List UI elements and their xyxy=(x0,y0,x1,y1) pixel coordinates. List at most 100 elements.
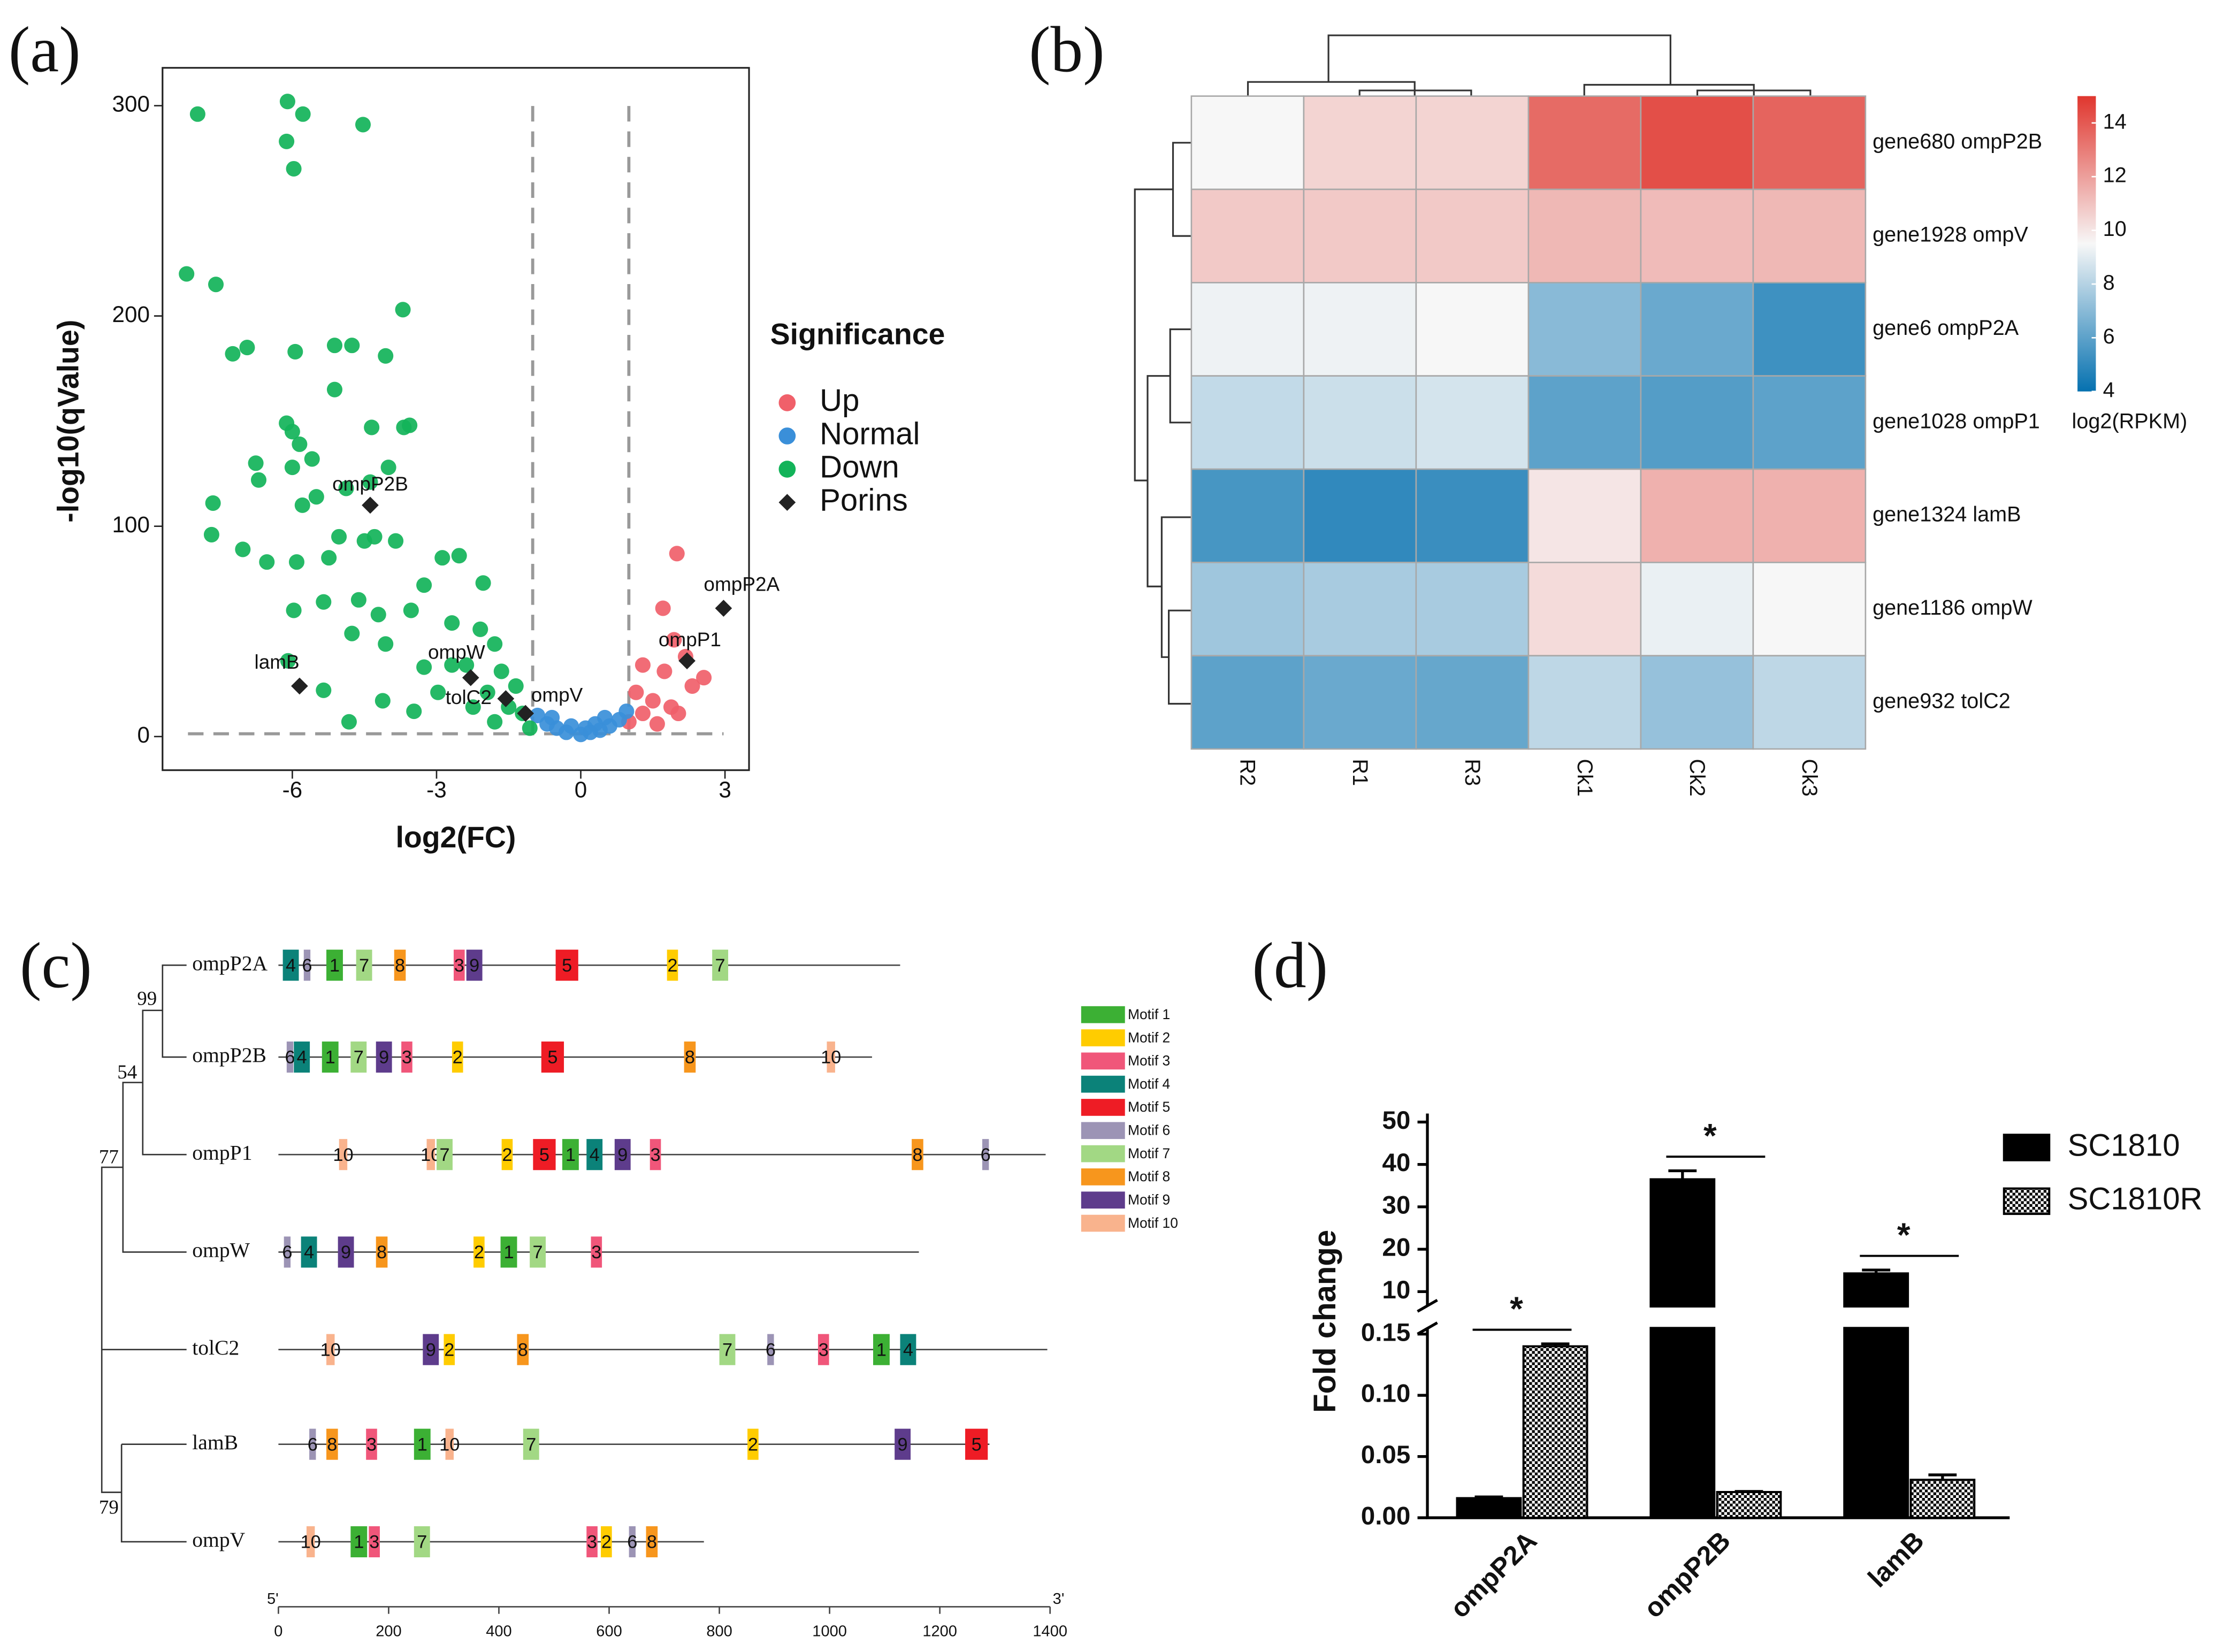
y-tick-label: 300 xyxy=(112,91,150,117)
motif-number: 10 xyxy=(439,1434,460,1455)
point xyxy=(341,714,357,730)
motif-number: 4 xyxy=(297,1047,307,1068)
point xyxy=(338,480,354,496)
motif-number: 1 xyxy=(325,1047,335,1068)
heatmap-cell xyxy=(1640,375,1754,470)
motif-number: 7 xyxy=(354,1047,364,1068)
bar xyxy=(1843,1272,1909,1308)
heatmap-cell xyxy=(1415,655,1530,750)
point xyxy=(434,550,450,566)
x-tick-label: 0 xyxy=(274,1623,282,1640)
motif-box xyxy=(376,1041,392,1073)
motif-box xyxy=(555,950,578,981)
motif-box xyxy=(895,1428,911,1460)
motif-box xyxy=(309,1428,316,1460)
motif-number: 6 xyxy=(308,1434,318,1455)
motif-box xyxy=(684,1041,696,1073)
heatmap-cell xyxy=(1752,655,1867,750)
motif-number: 6 xyxy=(285,1047,295,1068)
point xyxy=(259,554,275,570)
colorbar-tick-label: 4 xyxy=(2103,378,2115,402)
y-tick-label: 200 xyxy=(112,302,150,327)
motif-number: 2 xyxy=(502,1145,512,1165)
heatmap-cell xyxy=(1527,375,1642,470)
heatmap-cell xyxy=(1640,468,1754,563)
panel-label: (a) xyxy=(9,14,81,86)
point xyxy=(645,693,661,709)
point xyxy=(472,621,488,637)
heatmap-cell xyxy=(1640,655,1754,750)
motif-number: 10 xyxy=(320,1340,341,1360)
motif-number: 7 xyxy=(359,955,369,976)
significance-mark: * xyxy=(1897,1217,1911,1254)
point xyxy=(292,436,308,452)
motif-number: 1 xyxy=(417,1434,427,1455)
x-tick-label: 0 xyxy=(575,777,587,802)
motif-number: 2 xyxy=(453,1047,463,1068)
heatmap-cell xyxy=(1415,375,1530,470)
motif-box xyxy=(629,1526,636,1558)
legend-label: Down xyxy=(820,449,899,484)
motif-number: 9 xyxy=(617,1145,628,1165)
legend-swatch xyxy=(1081,1075,1125,1093)
point xyxy=(205,495,221,511)
x-tick-label: 1000 xyxy=(812,1623,847,1640)
row-label: gene680 ompP2B xyxy=(1873,129,2042,153)
point xyxy=(655,600,671,616)
y-tick-label: 0.10 xyxy=(1361,1380,1411,1408)
motif-number: 2 xyxy=(601,1532,612,1552)
y-tick-label: 0.15 xyxy=(1361,1318,1411,1347)
motif-number: 5 xyxy=(547,1047,557,1068)
porin-point xyxy=(362,496,379,514)
motif-box xyxy=(562,1139,579,1171)
motif-number: 1 xyxy=(566,1145,576,1165)
point xyxy=(279,94,295,110)
gene-name: ompW xyxy=(192,1238,250,1262)
point xyxy=(239,340,255,356)
motif-number: 9 xyxy=(341,1242,351,1263)
motif-number: 2 xyxy=(667,955,677,976)
motif-box xyxy=(500,1236,517,1268)
y-tick-label: 50 xyxy=(1382,1106,1410,1135)
error-bar xyxy=(1474,1495,1503,1498)
motif-number: 8 xyxy=(395,955,405,976)
point xyxy=(444,657,460,673)
motif-box xyxy=(530,1236,546,1268)
point xyxy=(344,338,360,354)
motif-box xyxy=(533,1139,556,1171)
x-tick-label: 600 xyxy=(596,1623,622,1640)
gene-name: ompV xyxy=(192,1528,245,1551)
heatmap-cell xyxy=(1527,188,1642,284)
significance-mark: * xyxy=(1703,1118,1717,1155)
legend-label: Motif 2 xyxy=(1128,1029,1170,1045)
x-tick-label: 200 xyxy=(376,1623,401,1640)
gene-name: lamB xyxy=(192,1431,238,1454)
motif-box xyxy=(900,1334,916,1365)
point xyxy=(487,636,503,652)
point xyxy=(370,607,386,623)
heatmap-cell xyxy=(1190,562,1305,657)
motif-box xyxy=(591,1236,602,1268)
porin-point xyxy=(517,705,534,722)
point xyxy=(508,678,524,694)
point-label: ompW xyxy=(428,641,485,663)
colorbar-tick-label: 14 xyxy=(2103,110,2127,133)
motif-number: 10 xyxy=(333,1145,353,1165)
motif-number: 9 xyxy=(469,955,479,976)
point xyxy=(628,684,644,700)
point-label: lamB xyxy=(254,651,299,673)
motif-number: 6 xyxy=(766,1340,776,1360)
point xyxy=(380,460,396,476)
legend-swatch xyxy=(1081,1168,1125,1186)
motif-box xyxy=(712,950,729,981)
x-tick-label: 3 xyxy=(719,777,731,802)
porin-point xyxy=(291,677,308,695)
motif-box xyxy=(649,1139,661,1171)
legend-label: SC1810 xyxy=(2068,1128,2180,1162)
legend-label: Motif 10 xyxy=(1128,1215,1178,1231)
point xyxy=(308,489,324,505)
motif-number: 3 xyxy=(591,1242,601,1263)
colorbar-tick-label: 6 xyxy=(2103,325,2115,348)
